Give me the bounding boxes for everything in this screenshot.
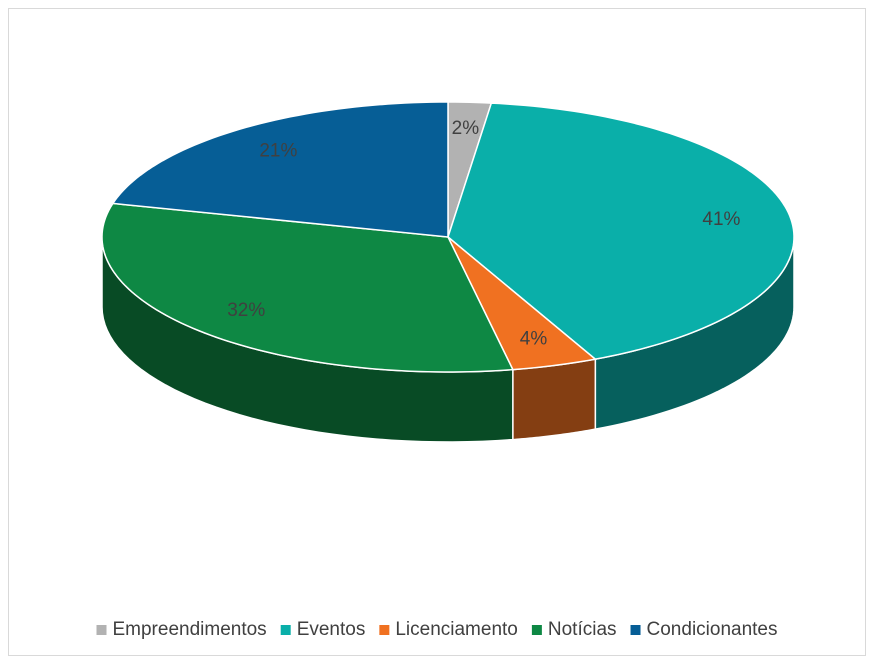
legend-label: Empreendimentos xyxy=(112,619,266,640)
legend-swatch xyxy=(280,625,291,635)
legend-swatch xyxy=(96,625,107,635)
legend-swatch xyxy=(630,625,641,635)
legend-label: Licenciamento xyxy=(395,619,518,640)
data-label: 21% xyxy=(259,141,297,162)
data-label: 2% xyxy=(452,118,480,139)
legend-label: Notícias xyxy=(548,619,617,640)
slice xyxy=(447,102,795,360)
slice xyxy=(447,236,598,371)
slice xyxy=(101,202,514,373)
data-label: 41% xyxy=(702,209,740,230)
data-label: 4% xyxy=(520,329,548,350)
legend-swatch xyxy=(531,625,542,635)
slice-side xyxy=(512,358,597,441)
legend-label: Condicionantes xyxy=(647,619,778,640)
legend-swatch xyxy=(379,625,390,635)
data-label: 32% xyxy=(227,300,265,321)
slice xyxy=(111,101,449,238)
legend-label: Eventos xyxy=(297,619,366,640)
